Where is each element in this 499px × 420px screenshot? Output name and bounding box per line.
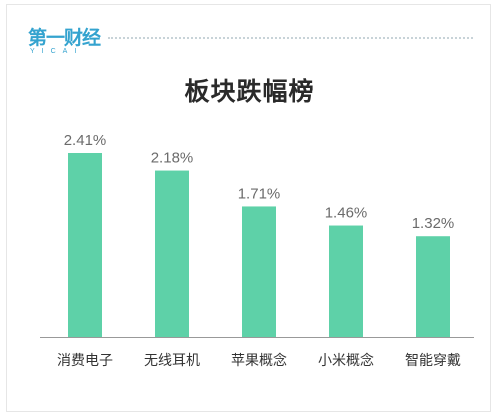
bar-1: [68, 153, 102, 337]
bar-3: [242, 206, 276, 337]
brand-logo: 第一财经 YICAI: [28, 27, 101, 56]
x-tick-label-4: 小米概念: [318, 352, 374, 369]
bar-5: [416, 236, 450, 337]
chart-title: 板块跌幅榜: [184, 77, 315, 106]
data-label-1: 2.41%: [64, 132, 107, 149]
bar-4: [329, 225, 363, 337]
x-tick-label-2: 无线耳机: [144, 353, 200, 369]
x-tick-label-1: 消费电子: [57, 353, 113, 369]
header-dotted-divider: [108, 37, 473, 39]
data-label-4: 1.46%: [325, 205, 368, 222]
data-label-5: 1.32%: [412, 215, 455, 232]
x-tick-label-3: 苹果概念: [231, 352, 287, 369]
logo-text: 第一财经: [28, 27, 101, 49]
bar-2: [155, 170, 189, 337]
x-tick-label-5: 智能穿戴: [405, 353, 461, 369]
data-label-3: 1.71%: [238, 185, 281, 202]
data-label-2: 2.18%: [151, 150, 194, 167]
logo-subtext: YICAI: [30, 48, 84, 55]
